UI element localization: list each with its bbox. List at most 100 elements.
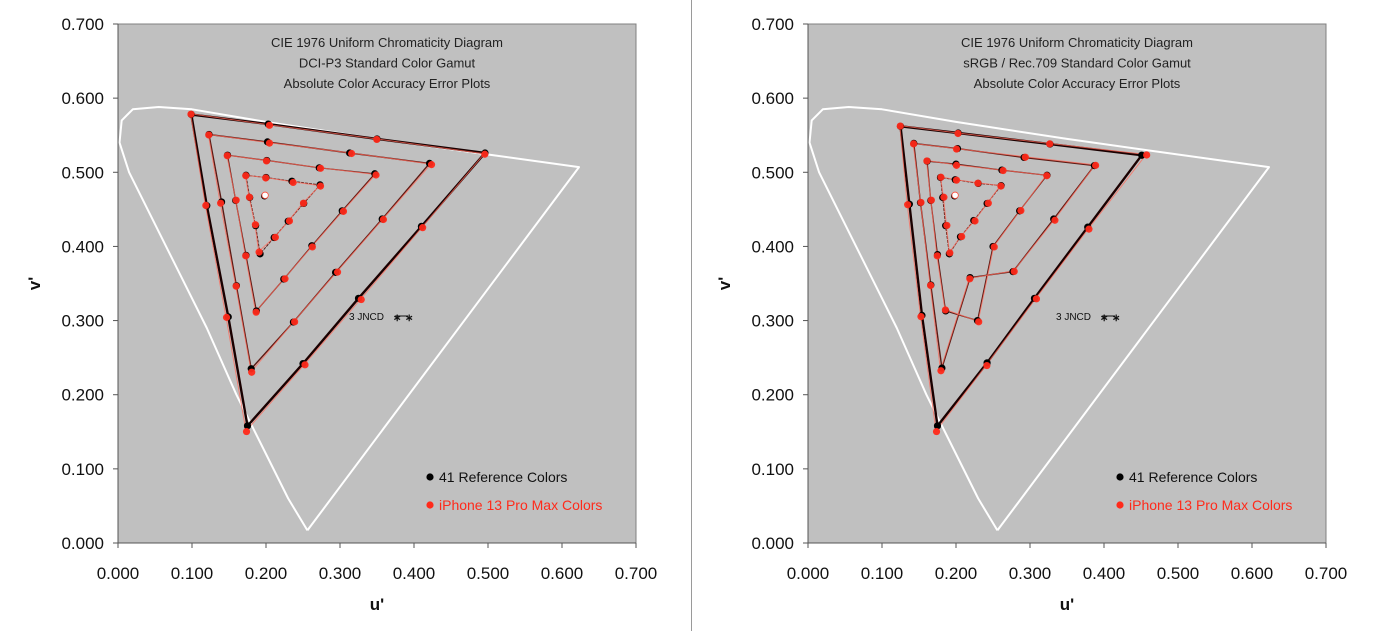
jncd-marker-right: ∗	[1112, 313, 1120, 324]
x-tick-label: 0.700	[615, 564, 658, 583]
measured-point	[262, 157, 271, 165]
legend-label: iPhone 13 Pro Max Colors	[1129, 497, 1292, 513]
measured-point	[427, 161, 436, 169]
legend-marker	[426, 501, 434, 509]
y-tick-label: 0.600	[61, 89, 104, 108]
x-tick-label: 0.400	[1083, 564, 1126, 583]
measured-point	[281, 275, 289, 283]
measured-point	[202, 201, 210, 210]
y-tick-label: 0.700	[751, 15, 794, 34]
measured-point	[245, 193, 254, 201]
y-tick-label: 0.200	[61, 386, 104, 405]
chart-title-line: Absolute Color Accuracy Error Plots	[974, 76, 1181, 91]
measured-point	[316, 182, 325, 190]
measured-point	[242, 427, 251, 436]
y-tick-label: 0.000	[751, 534, 794, 553]
y-tick-label: 0.300	[61, 312, 104, 331]
panel-divider	[691, 0, 692, 631]
jncd-marker-left: ∗	[393, 313, 401, 324]
measured-white-point	[261, 191, 269, 199]
legend-label: iPhone 13 Pro Max Colors	[439, 497, 602, 513]
measured-point	[975, 318, 983, 326]
measured-point	[1021, 153, 1029, 161]
measured-point	[896, 122, 904, 130]
measured-point	[285, 217, 294, 225]
y-axis-label: v'	[25, 277, 44, 291]
x-tick-label: 0.700	[1305, 564, 1348, 583]
measured-point	[481, 150, 489, 158]
measured-point	[289, 178, 297, 187]
measured-point	[419, 224, 427, 232]
measured-white-point	[951, 191, 959, 199]
chart-title-line: sRGB / Rec.709 Standard Color Gamut	[963, 56, 1191, 71]
x-axis-label: u'	[1060, 595, 1074, 614]
measured-point	[333, 268, 342, 276]
jncd-annotation: 3 JNCD	[1056, 312, 1091, 323]
measured-point	[984, 199, 992, 207]
measured-point	[357, 295, 365, 304]
measured-point	[997, 182, 1005, 190]
measured-point	[252, 308, 260, 316]
chart-title-line: Absolute Color Accuracy Error Plots	[284, 76, 491, 91]
measured-point	[265, 121, 274, 129]
jncd-annotation: 3 JNCD	[349, 312, 384, 323]
reference-point	[243, 422, 252, 430]
chart-title-line: CIE 1976 Uniform Chromaticity Diagram	[271, 35, 503, 50]
x-axis-label: u'	[370, 595, 384, 614]
measured-point	[1092, 161, 1100, 169]
measured-point	[1010, 267, 1018, 275]
measured-point	[941, 306, 949, 314]
x-tick-label: 0.400	[393, 564, 436, 583]
measured-point	[232, 282, 240, 290]
y-tick-label: 0.700	[61, 15, 104, 34]
legend-label: 41 Reference Colors	[439, 469, 567, 485]
measured-point	[937, 173, 945, 181]
x-tick-label: 0.500	[1157, 564, 1200, 583]
y-tick-label: 0.600	[751, 89, 794, 108]
chart-title-line: CIE 1976 Uniform Chromaticity Diagram	[961, 35, 1193, 50]
legend-marker	[426, 473, 434, 481]
measured-point	[222, 313, 231, 321]
measured-point	[232, 196, 240, 204]
measured-point	[379, 215, 388, 224]
measured-point	[265, 139, 274, 147]
measured-point	[271, 233, 279, 241]
measured-point	[242, 172, 250, 180]
measured-point	[1017, 206, 1025, 215]
y-tick-label: 0.300	[751, 312, 794, 331]
measured-point	[205, 131, 213, 139]
measured-point	[999, 166, 1007, 175]
measured-point	[983, 361, 991, 370]
x-tick-label: 0.500	[467, 564, 510, 583]
y-tick-label: 0.100	[61, 460, 104, 479]
measured-point	[952, 145, 961, 153]
measured-point	[958, 232, 966, 241]
measured-point	[971, 217, 979, 225]
y-axis-label: v'	[715, 277, 734, 291]
x-tick-label: 0.000	[97, 564, 140, 583]
measured-point	[372, 171, 380, 179]
measured-point	[255, 248, 263, 256]
legend-marker	[1116, 501, 1124, 509]
measured-point	[262, 174, 270, 182]
chart-title-line: DCI-P3 Standard Color Gamut	[299, 56, 476, 71]
x-tick-label: 0.200	[935, 564, 978, 583]
measured-point	[1085, 225, 1093, 233]
measured-point	[291, 318, 299, 326]
measured-point	[373, 135, 381, 144]
measured-point	[932, 427, 941, 436]
measured-point	[927, 281, 935, 290]
x-tick-label: 0.100	[861, 564, 904, 583]
x-tick-label: 0.100	[171, 564, 214, 583]
measured-point	[927, 196, 935, 204]
x-tick-label: 0.300	[1009, 564, 1052, 583]
y-tick-label: 0.200	[751, 386, 794, 405]
jncd-marker-left: ∗	[1100, 313, 1108, 324]
chart-srgb: 0.000 0.100 0.200 0.300 0.400 0.500 0.600 0.700…	[715, 15, 1348, 614]
measured-point	[923, 157, 931, 165]
measured-point	[904, 201, 912, 209]
measured-point	[952, 176, 961, 184]
measured-point	[301, 361, 309, 369]
reference-point	[933, 422, 942, 430]
measured-point	[316, 164, 325, 172]
